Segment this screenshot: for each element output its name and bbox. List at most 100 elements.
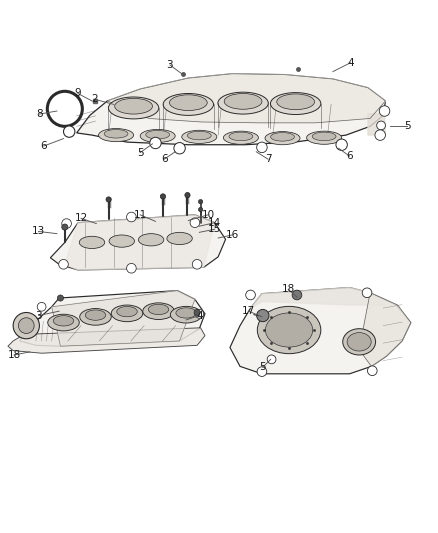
- Polygon shape: [20, 290, 205, 346]
- Text: 4: 4: [196, 311, 203, 320]
- Circle shape: [127, 212, 136, 222]
- Circle shape: [62, 224, 68, 230]
- Polygon shape: [107, 74, 385, 123]
- Circle shape: [292, 290, 302, 300]
- Circle shape: [257, 142, 267, 152]
- Polygon shape: [65, 215, 215, 270]
- Circle shape: [106, 197, 111, 202]
- Ellipse shape: [229, 132, 253, 141]
- Circle shape: [59, 260, 68, 269]
- Circle shape: [367, 366, 377, 376]
- Circle shape: [190, 218, 200, 228]
- Ellipse shape: [138, 233, 164, 246]
- Circle shape: [257, 310, 269, 322]
- Polygon shape: [52, 290, 195, 346]
- Circle shape: [336, 139, 347, 150]
- Circle shape: [194, 310, 200, 316]
- Circle shape: [37, 302, 46, 311]
- Ellipse shape: [146, 131, 170, 139]
- Circle shape: [64, 126, 75, 138]
- Ellipse shape: [258, 306, 321, 354]
- Circle shape: [185, 192, 190, 198]
- Ellipse shape: [53, 316, 74, 326]
- Ellipse shape: [140, 130, 175, 142]
- Ellipse shape: [218, 92, 268, 114]
- Text: 13: 13: [32, 227, 45, 237]
- Circle shape: [195, 310, 204, 318]
- Ellipse shape: [167, 232, 192, 245]
- Circle shape: [13, 312, 39, 339]
- Polygon shape: [368, 113, 385, 135]
- Text: 10: 10: [201, 210, 215, 220]
- Text: 8: 8: [36, 109, 43, 119]
- Ellipse shape: [148, 304, 169, 314]
- Text: 15: 15: [208, 224, 221, 235]
- Ellipse shape: [85, 310, 106, 320]
- Text: 18: 18: [282, 284, 295, 294]
- Circle shape: [246, 290, 255, 300]
- Ellipse shape: [79, 236, 105, 248]
- Text: 18: 18: [7, 350, 21, 360]
- Ellipse shape: [347, 333, 371, 351]
- Ellipse shape: [80, 309, 111, 325]
- Circle shape: [57, 295, 64, 301]
- Polygon shape: [50, 215, 226, 270]
- Ellipse shape: [265, 313, 313, 347]
- Text: 14: 14: [208, 217, 221, 228]
- Ellipse shape: [343, 329, 376, 355]
- Ellipse shape: [170, 306, 202, 323]
- Circle shape: [362, 288, 372, 297]
- Ellipse shape: [182, 130, 217, 143]
- Polygon shape: [251, 287, 386, 308]
- Circle shape: [198, 199, 203, 204]
- Ellipse shape: [99, 128, 134, 142]
- Circle shape: [257, 367, 267, 376]
- Circle shape: [127, 263, 136, 273]
- Ellipse shape: [271, 133, 294, 141]
- Text: 6: 6: [40, 141, 47, 151]
- Ellipse shape: [271, 93, 321, 115]
- Polygon shape: [77, 74, 385, 145]
- Circle shape: [198, 207, 203, 212]
- Circle shape: [377, 121, 385, 130]
- Text: 4: 4: [347, 58, 354, 68]
- Ellipse shape: [104, 130, 128, 138]
- Text: 7: 7: [265, 154, 272, 164]
- Text: 9: 9: [74, 88, 81, 99]
- Ellipse shape: [224, 93, 262, 109]
- Ellipse shape: [170, 95, 207, 110]
- Text: 17: 17: [242, 306, 255, 316]
- Ellipse shape: [115, 98, 152, 114]
- Circle shape: [192, 260, 202, 269]
- Ellipse shape: [48, 314, 79, 331]
- Text: 16: 16: [226, 230, 239, 240]
- Text: 3: 3: [35, 311, 42, 320]
- Ellipse shape: [109, 97, 159, 119]
- Text: 6: 6: [161, 154, 168, 164]
- Text: 5: 5: [404, 122, 411, 131]
- Circle shape: [150, 138, 161, 149]
- Text: 12: 12: [74, 213, 88, 223]
- Circle shape: [174, 142, 185, 154]
- Ellipse shape: [117, 306, 137, 317]
- Circle shape: [62, 219, 71, 229]
- Ellipse shape: [277, 94, 314, 110]
- Ellipse shape: [265, 132, 300, 145]
- Ellipse shape: [109, 235, 134, 247]
- Ellipse shape: [176, 308, 196, 318]
- Ellipse shape: [143, 303, 174, 319]
- Ellipse shape: [163, 93, 214, 115]
- Text: 5: 5: [137, 148, 144, 158]
- Circle shape: [375, 130, 385, 140]
- Ellipse shape: [312, 132, 336, 141]
- Circle shape: [160, 194, 166, 199]
- Text: 11: 11: [134, 210, 147, 220]
- Circle shape: [379, 106, 390, 116]
- Ellipse shape: [223, 131, 258, 144]
- Ellipse shape: [307, 131, 342, 144]
- Circle shape: [18, 318, 34, 334]
- Ellipse shape: [111, 305, 143, 322]
- Polygon shape: [359, 293, 411, 366]
- Text: 2: 2: [91, 94, 98, 104]
- Polygon shape: [230, 287, 411, 374]
